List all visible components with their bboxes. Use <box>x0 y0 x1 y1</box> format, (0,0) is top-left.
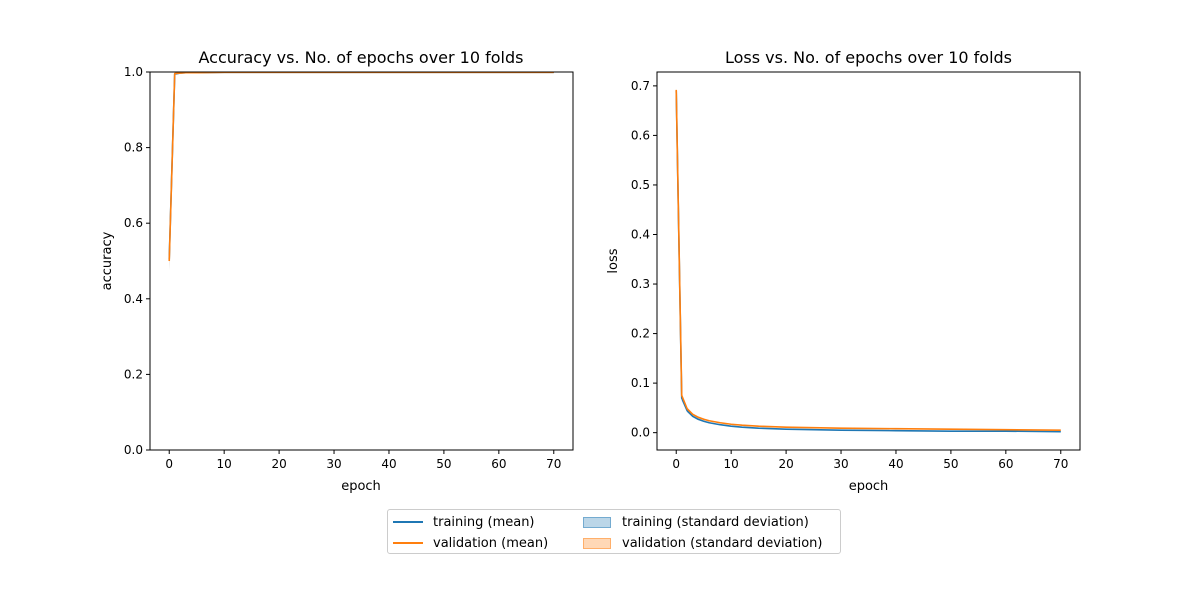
loss-y-tick-label: 0.1 <box>631 376 650 390</box>
accuracy-y-tick-label: 0.4 <box>124 292 143 306</box>
loss-validation-std-band <box>676 87 1061 431</box>
loss-axes-frame <box>656 71 1081 451</box>
loss-y-tick-label: 0.6 <box>631 128 650 142</box>
loss-y-tick-label: 0.5 <box>631 178 650 192</box>
loss-y-tick-label: 0.4 <box>631 227 650 241</box>
legend-line-validation <box>393 542 423 544</box>
accuracy-x-tick-label: 10 <box>217 457 232 471</box>
loss-chart: Loss vs. No. of epochs over 10 folds epo… <box>606 48 1081 494</box>
accuracy-y-tick-label: 0.8 <box>124 141 143 155</box>
accuracy-x-axis-label: epoch <box>341 479 381 494</box>
legend-item-validation-std: validation (standard deviation) <box>583 533 823 553</box>
loss-y-axis-label: loss <box>606 248 621 273</box>
legend: training (mean) validation (mean) traini… <box>387 509 841 554</box>
legend-item-validation-mean: validation (mean) <box>393 533 548 553</box>
legend-patch-training-std <box>583 516 611 528</box>
accuracy-x-tick-label: 40 <box>381 457 396 471</box>
accuracy-validation-std-band <box>169 72 554 271</box>
accuracy-x-tick-label: 30 <box>326 457 341 471</box>
legend-label-training-std: training (standard deviation) <box>622 514 809 530</box>
accuracy-validation-mean-line <box>168 72 554 262</box>
loss-x-tick-label: 50 <box>943 457 958 471</box>
loss-training-mean-line <box>675 90 1061 433</box>
accuracy-y-axis-label: accuracy <box>100 231 115 290</box>
accuracy-x-tick-label: 0 <box>165 457 173 471</box>
accuracy-y-tick-label: 1.0 <box>124 65 143 79</box>
loss-x-tick-label: 70 <box>1053 457 1068 471</box>
legend-patch-validation-std <box>583 537 611 549</box>
legend-label-validation-mean: validation (mean) <box>433 535 549 551</box>
loss-x-tick-label: 0 <box>672 457 680 471</box>
loss-x-tick-label: 40 <box>888 457 903 471</box>
legend-line-training <box>393 521 423 523</box>
loss-x-tick-label: 20 <box>778 457 793 471</box>
accuracy-chart-title: Accuracy vs. No. of epochs over 10 folds <box>199 48 524 67</box>
loss-x-tick-label: 30 <box>833 457 848 471</box>
loss-validation-mean-line <box>675 89 1061 431</box>
loss-chart-title: Loss vs. No. of epochs over 10 folds <box>725 48 1012 67</box>
accuracy-x-tick-label: 60 <box>491 457 506 471</box>
loss-training-std-band <box>676 88 1061 433</box>
accuracy-training-std-band <box>169 72 554 271</box>
accuracy-x-tick-label: 50 <box>436 457 451 471</box>
loss-x-tick-label: 10 <box>724 457 739 471</box>
loss-x-tick-label: 60 <box>998 457 1013 471</box>
accuracy-y-tick-label: 0.6 <box>124 216 143 230</box>
accuracy-x-tick-label: 70 <box>546 457 561 471</box>
accuracy-axes-frame <box>149 71 574 451</box>
loss-y-tick-label: 0.2 <box>631 327 650 341</box>
loss-y-tick-label: 0.7 <box>631 79 650 93</box>
legend-item-training-mean: training (mean) <box>393 512 535 532</box>
legend-label-training-mean: training (mean) <box>433 514 535 530</box>
accuracy-y-tick-label: 0.0 <box>124 443 143 457</box>
accuracy-chart: Accuracy vs. No. of epochs over 10 folds… <box>100 48 574 494</box>
legend-label-validation-std: validation (standard deviation) <box>622 535 823 551</box>
accuracy-training-mean-line <box>168 72 554 260</box>
loss-x-axis-label: epoch <box>849 479 889 494</box>
loss-y-tick-label: 0.0 <box>631 426 650 440</box>
accuracy-x-tick-label: 20 <box>271 457 286 471</box>
accuracy-y-tick-label: 0.2 <box>124 367 143 381</box>
legend-item-training-std: training (standard deviation) <box>583 512 809 532</box>
loss-y-tick-label: 0.3 <box>631 277 650 291</box>
